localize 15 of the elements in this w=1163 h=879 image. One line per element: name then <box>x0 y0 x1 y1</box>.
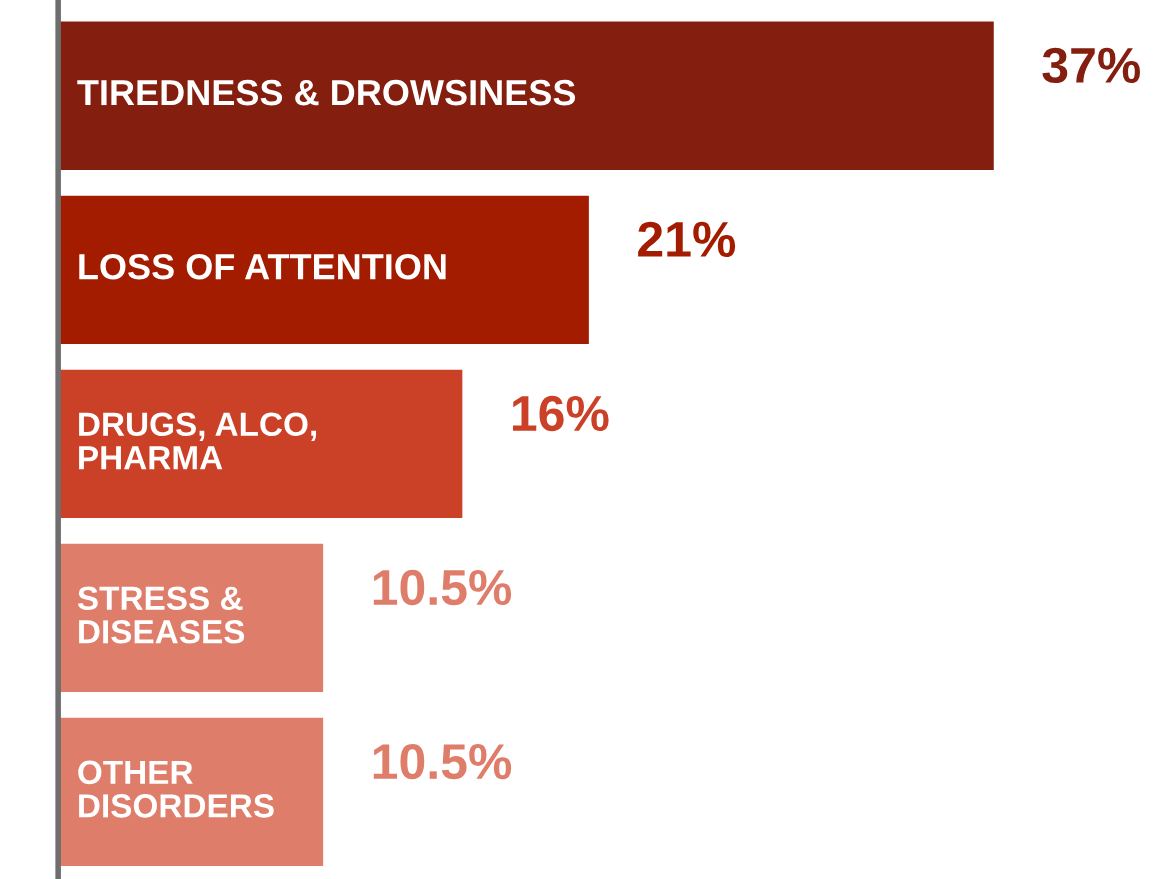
y-tick-label: DRUGS, ALCO, PHARMA <box>79 412 316 470</box>
bar <box>58 368 464 520</box>
bar <box>58 716 325 868</box>
y-tick-label: TIREDNESS & DROWSINESS <box>77 79 576 106</box>
y-tick-label: LOSS OF ATTENTION <box>79 253 446 280</box>
y-tick-label: STRESS & DISEASES <box>77 586 245 644</box>
bar <box>58 20 996 172</box>
data-label: 16% <box>513 395 609 432</box>
bar <box>58 194 591 346</box>
data-label: 10.5% <box>373 743 512 780</box>
data-label: 37% <box>1042 47 1141 84</box>
data-label: 10.5% <box>373 569 512 606</box>
y-tick-label: OTHER DISORDERS <box>78 760 274 818</box>
bar <box>58 542 325 694</box>
data-label: 21% <box>638 221 736 257</box>
